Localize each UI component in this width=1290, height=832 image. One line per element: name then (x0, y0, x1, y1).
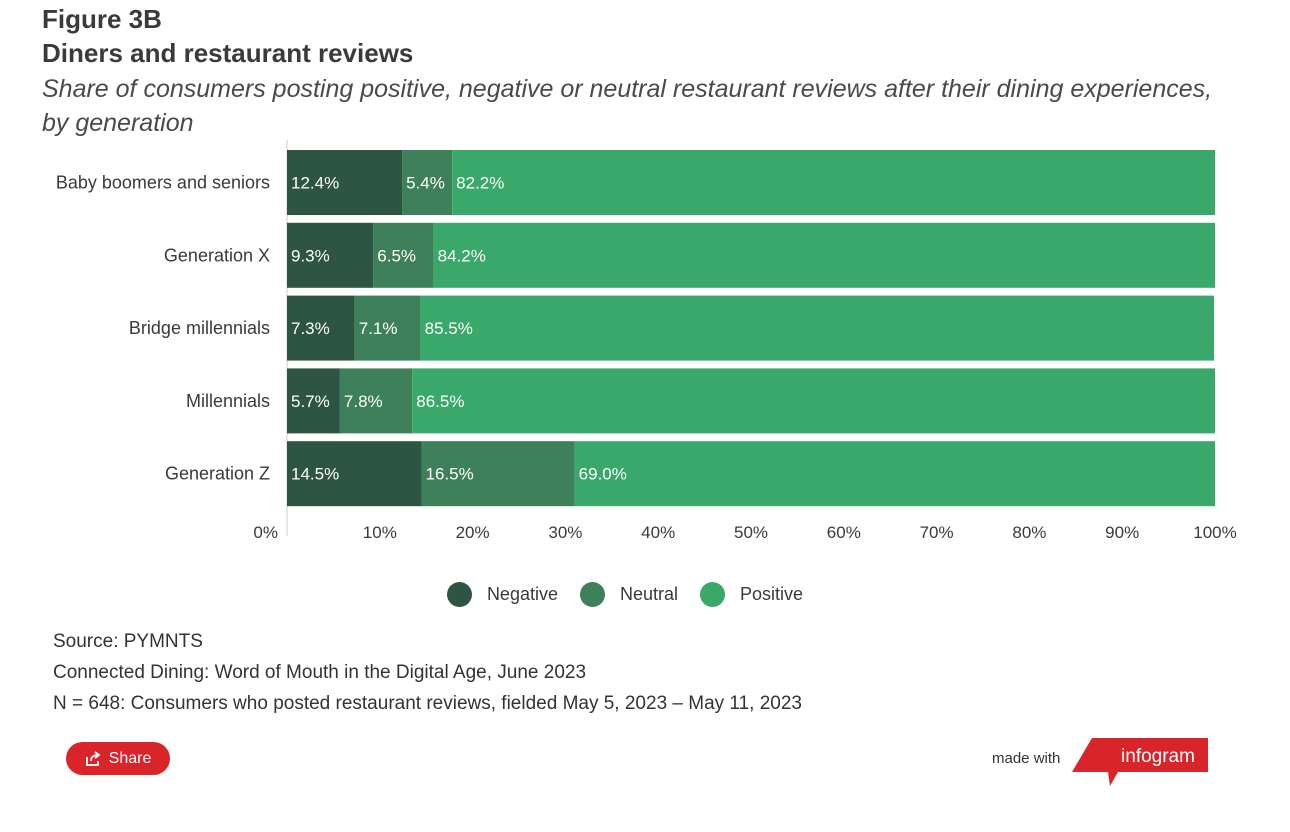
share-icon (85, 750, 101, 766)
bar-segment-neutral (402, 150, 453, 215)
source-notes: Source: PYMNTS Connected Dining: Word of… (53, 626, 802, 719)
bar-segment-neutral (339, 368, 413, 434)
category-label: Baby boomers and seniors (56, 173, 270, 193)
infogram-brand: infogram (1121, 746, 1195, 767)
x-tick-label: 60% (827, 523, 861, 542)
bar-value-label: 16.5% (426, 465, 474, 484)
bar-segment-positive (452, 150, 1216, 215)
bar-segment-neutral (354, 295, 421, 361)
legend-item-negative[interactable]: Negative (446, 582, 558, 607)
bar-value-label: 86.5% (416, 392, 464, 411)
chart-subtitle: Share of consumers posting positive, neg… (42, 75, 1213, 137)
bar-segment-positive (433, 222, 1215, 288)
figure-label: Figure 3B (42, 4, 162, 34)
bar-segment-neutral (373, 222, 434, 288)
bar-value-label: 84.2% (438, 246, 486, 265)
bar-value-label: 7.8% (344, 392, 383, 411)
share-label: Share (108, 749, 152, 767)
bar-segment-negative (287, 368, 340, 434)
bar-segment-negative (287, 222, 374, 288)
legend-item-positive[interactable]: Positive (700, 582, 803, 607)
infogram-logo[interactable]: infogram (1072, 738, 1208, 788)
bar-value-label: 5.4% (406, 174, 445, 193)
bar-value-label: 85.5% (425, 319, 473, 338)
bar-value-label: 7.1% (359, 319, 398, 338)
legend-label: Neutral (619, 584, 679, 604)
bar-segment-positive (420, 295, 1215, 361)
source-line: Source: PYMNTS (53, 631, 203, 652)
category-label: Millennials (186, 391, 270, 411)
x-tick-label: 50% (734, 523, 768, 542)
chart-title: Diners and restaurant reviews (42, 38, 414, 68)
category-label: Generation X (164, 245, 270, 265)
bar-value-label: 12.4% (291, 174, 339, 193)
x-tick-label: 10% (363, 523, 397, 542)
legend-swatch (579, 582, 605, 607)
category-label: Generation Z (165, 464, 270, 484)
bar-value-label: 5.7% (291, 392, 330, 411)
x-tick-label: 80% (1012, 523, 1046, 542)
bar-segment-negative (287, 295, 355, 361)
legend-swatch (700, 582, 726, 607)
x-tick-label: 70% (920, 523, 954, 542)
bar-value-label: 6.5% (377, 246, 416, 265)
bar-value-label: 14.5% (291, 465, 339, 484)
bar-segment-positive (574, 441, 1215, 507)
x-tick-label: 0% (253, 523, 278, 542)
legend-swatch (446, 582, 472, 607)
bar-value-label: 82.2% (456, 174, 504, 193)
legend-label: Positive (740, 584, 804, 604)
bar-value-label: 9.3% (291, 246, 330, 265)
bar-segment-negative (287, 150, 403, 215)
sample-line: N = 648: Consumers who posted restaurant… (53, 693, 802, 714)
x-tick-label: 40% (641, 523, 675, 542)
bar-segment-negative (287, 441, 422, 507)
made-with-text: made with (992, 750, 1061, 767)
legend: Negative Neutral Positive (0, 582, 1250, 607)
bar-segment-positive (412, 368, 1215, 434)
category-label: Bridge millennials (129, 318, 270, 338)
x-tick-label: 90% (1105, 523, 1139, 542)
legend-label: Negative (486, 584, 558, 604)
x-tick-label: 30% (548, 523, 582, 542)
share-button[interactable]: Share (66, 742, 170, 775)
stacked-bar-chart: Baby boomers and seniors 12.4% 5.4% 82.2% Ge… (56, 140, 1237, 542)
bar-value-label: 69.0% (579, 465, 627, 484)
x-tick-label: 20% (456, 523, 490, 542)
report-line: Connected Dining: Word of Mouth in the D… (53, 662, 587, 683)
bar-segment-neutral (421, 441, 575, 507)
x-tick-label: 100% (1193, 523, 1236, 542)
legend-item-neutral[interactable]: Neutral (579, 582, 679, 607)
bar-value-label: 7.3% (291, 319, 330, 338)
